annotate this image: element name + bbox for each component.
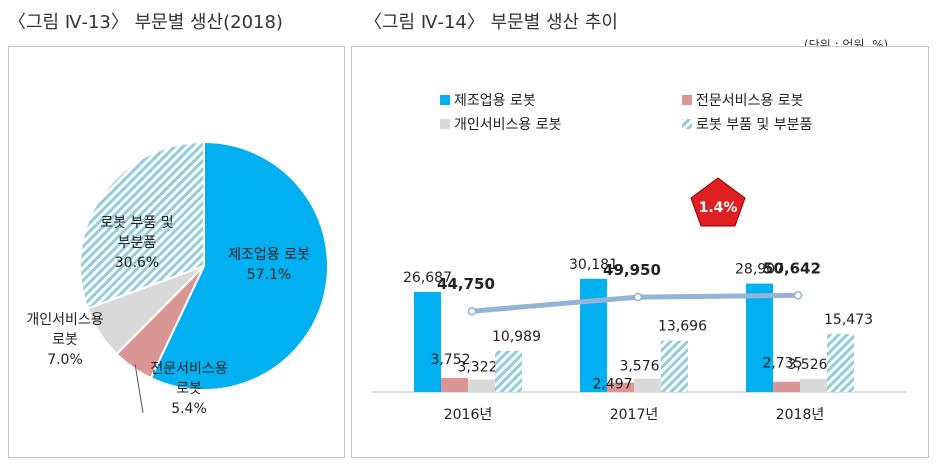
legend-swatch-parts — [682, 119, 692, 129]
legend-label-personal-service: 개인서비스용 로봇 — [454, 117, 562, 133]
x-tick-label-1: 2016년 — [444, 407, 493, 423]
pie-label-manufacturing: 제조업용 로봇 57.1% — [228, 247, 310, 283]
pie-slice-parts — [79, 140, 205, 310]
bar-professional-service-2 — [607, 382, 634, 392]
legend-swatch-professional-service — [682, 95, 692, 105]
bar-personal-service-2 — [634, 378, 661, 392]
data-label-personal-service-2: 3,576 — [619, 359, 659, 375]
bar-figure-title: 〈그림 Ⅳ-14〉 부문별 생산 추이 — [364, 12, 618, 33]
data-label-professional-service-1: 3,752 — [430, 352, 470, 368]
legend-label-professional-service: 전문서비스용 로봇 — [696, 93, 804, 109]
bar-parts-2 — [661, 340, 688, 392]
bar-personal-service-3 — [800, 378, 827, 392]
total-label-3: 50,642 — [763, 259, 821, 277]
legend-swatch-manufacturing — [440, 95, 450, 105]
pie-label-parts: 로봇 부품 및 부분품 30.6% — [100, 215, 173, 271]
pie-label-personal-service: 개인서비스용 로봇 7.0% — [26, 312, 103, 368]
total-label-1: 44,750 — [437, 275, 495, 293]
pie-chart: 제조업용 로봇 57.1% 로봇 부품 및 부분품 30.6% 개인서비스용 로봇 7.0% 전… — [26, 140, 329, 417]
data-label-personal-service-1: 3,322 — [457, 360, 497, 376]
bar-manufacturing-2 — [580, 278, 607, 392]
data-label-manufacturing-3: 28,907 — [735, 262, 784, 278]
pie-chart-panel: 제조업용 로봇 57.1% 로봇 부품 및 부분품 30.6% 개인서비스용 로봇 7.0% 전… — [8, 46, 345, 458]
legend-swatch-personal-service — [440, 119, 450, 129]
legend-label-manufacturing: 제조업용 로봇 — [454, 93, 536, 109]
data-label-parts-3: 15,473 — [824, 312, 873, 328]
legend-label-parts: 로봇 부품 및 부분품 — [696, 117, 813, 133]
bar-personal-service-1 — [468, 379, 495, 392]
x-tick-label-2: 2017년 — [610, 407, 659, 423]
pie-label-professional-service: 전문서비스용 로봇 5.4% — [150, 361, 227, 417]
x-tick-label-3: 2018년 — [776, 407, 825, 423]
total-point-3 — [793, 291, 803, 300]
bar-manufacturing-1 — [414, 291, 441, 392]
pie-figure-title: 〈그림 Ⅳ-13〉 부문별 생산(2018) — [8, 12, 283, 33]
data-label-parts-1: 10,989 — [492, 329, 541, 345]
total-label-2: 49,950 — [603, 261, 661, 279]
bar-professional-service-1 — [441, 377, 468, 392]
growth-rate-label: 1.4% — [699, 200, 738, 216]
data-label-manufacturing-2: 30,181 — [569, 257, 618, 273]
bar-manufacturing-3 — [746, 283, 773, 392]
pie-slice-manufacturing — [149, 140, 329, 391]
bar-parts-1 — [495, 350, 522, 392]
data-label-professional-service-2: 2,497 — [592, 377, 632, 393]
bar-professional-service-3 — [773, 381, 800, 392]
growth-rate-badge — [690, 177, 746, 227]
data-label-parts-2: 13,696 — [658, 319, 707, 335]
data-label-personal-service-3: 3,526 — [787, 357, 827, 373]
data-label-manufacturing-1: 26,687 — [403, 270, 452, 286]
data-label-professional-service-3: 2,735 — [762, 356, 802, 372]
total-point-1 — [467, 306, 477, 316]
total-point-2 — [633, 292, 643, 302]
bar-parts-3 — [827, 334, 854, 392]
pie-leader-line-professional-service — [134, 364, 144, 414]
